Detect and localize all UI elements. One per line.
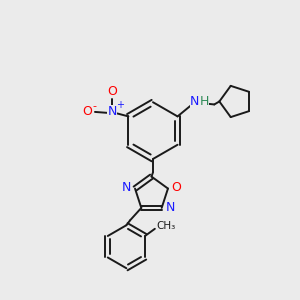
Text: N: N — [165, 201, 175, 214]
Text: O: O — [171, 181, 181, 194]
Text: H: H — [200, 95, 209, 108]
Text: O: O — [82, 105, 92, 119]
Text: +: + — [116, 100, 124, 110]
Text: -: - — [92, 101, 96, 111]
Text: N: N — [122, 181, 131, 194]
Text: CH₃: CH₃ — [156, 221, 176, 231]
Text: N: N — [107, 105, 117, 119]
Text: N: N — [190, 95, 200, 108]
Text: O: O — [107, 85, 117, 98]
